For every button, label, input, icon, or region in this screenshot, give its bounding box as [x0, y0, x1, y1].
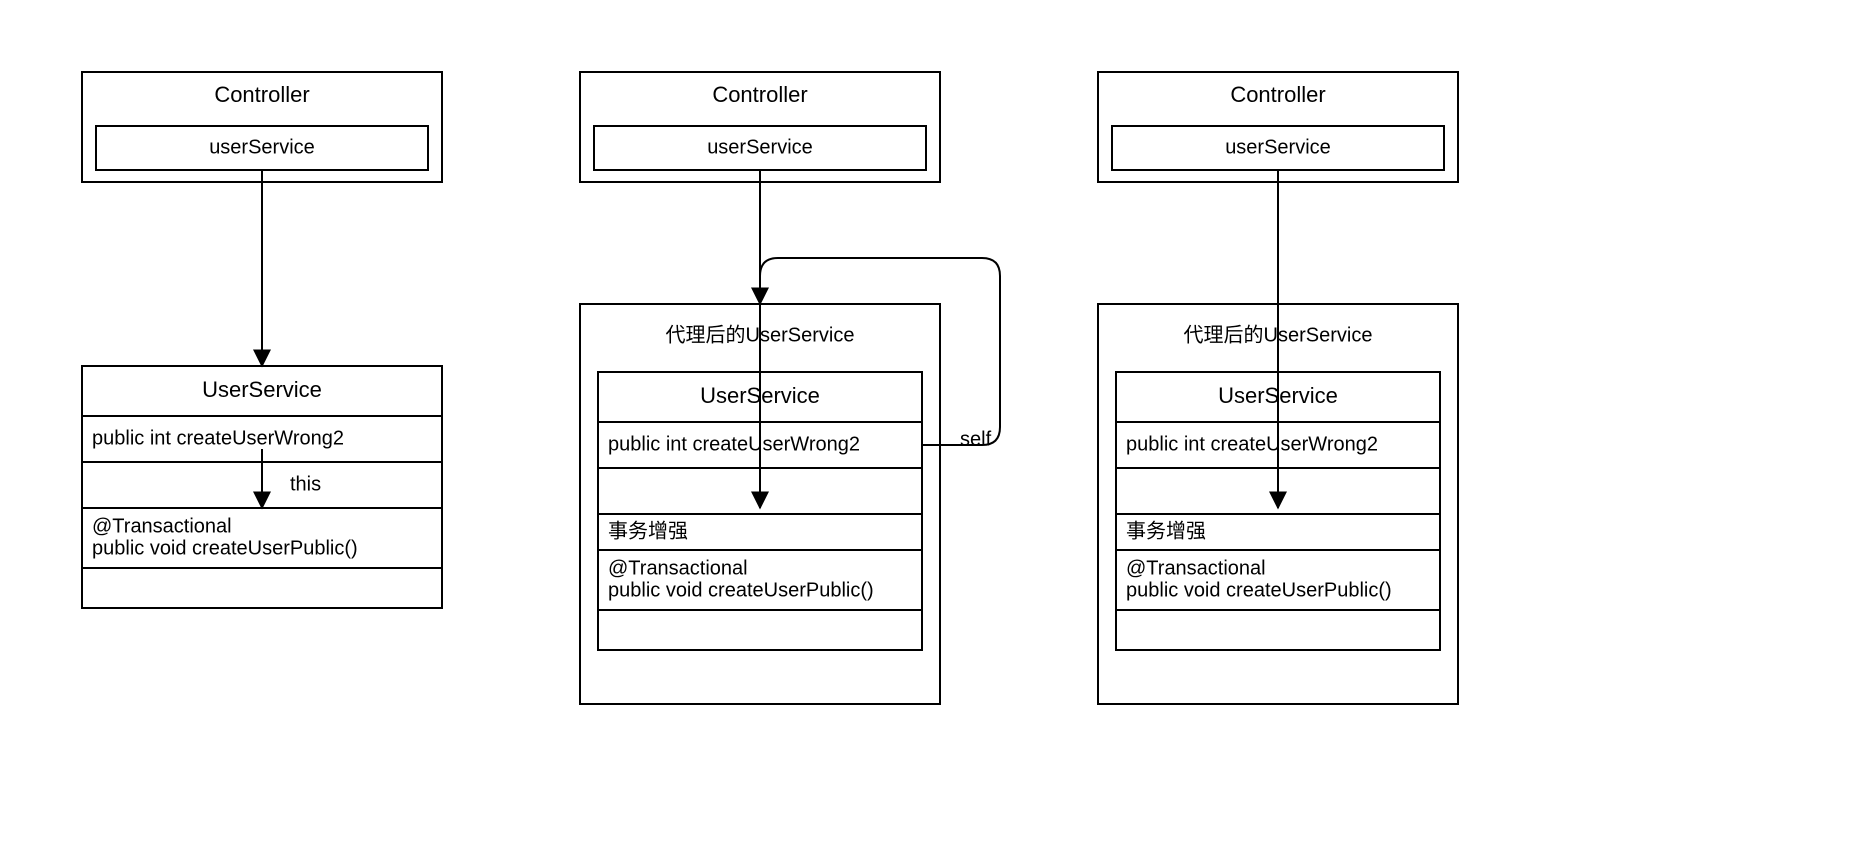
service-row-text: @Transactional: [608, 557, 748, 579]
controller-inner-label: userService: [209, 136, 315, 158]
service-row-text: 事务增强: [608, 519, 688, 542]
service-row-text: public void createUserPublic(): [1126, 579, 1392, 601]
self-label: self: [960, 428, 992, 450]
controller-title: Controller: [1230, 82, 1325, 107]
service-row-text: public void createUserPublic(): [92, 537, 358, 559]
controller-inner-label: userService: [707, 136, 813, 158]
service-row-text: public void createUserPublic(): [608, 579, 874, 601]
this-label: this: [290, 473, 321, 495]
service-row-text: @Transactional: [92, 515, 232, 537]
controller-inner-label: userService: [1225, 136, 1331, 158]
self-loop: [760, 258, 1000, 445]
diagram-d1: Controller userService UserService public i…: [82, 72, 442, 608]
service-title: UserService: [202, 377, 322, 402]
service-row-text: 事务增强: [1126, 519, 1206, 542]
diagram-d3: ControlleruserService代理后的UserServiceUser…: [1098, 72, 1458, 704]
diagram-d2: ControlleruserService代理后的UserServiceUser…: [580, 72, 1000, 704]
controller-title: Controller: [214, 82, 309, 107]
service-row-text: public int createUserWrong2: [1126, 433, 1378, 455]
service-row-text: public int createUserWrong2: [92, 427, 344, 449]
service-row-text: public int createUserWrong2: [608, 433, 860, 455]
service-row-text: @Transactional: [1126, 557, 1266, 579]
diagram-canvas: Controller userService UserService public i…: [0, 0, 1860, 866]
controller-title: Controller: [712, 82, 807, 107]
